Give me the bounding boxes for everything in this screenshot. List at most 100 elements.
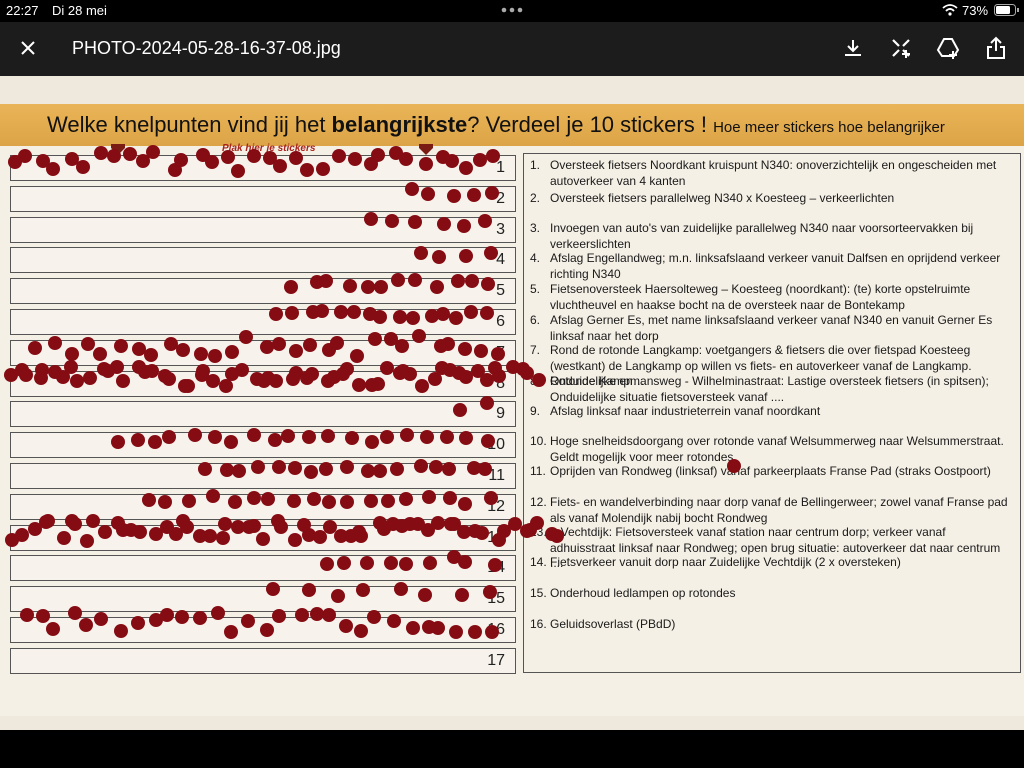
sticker	[414, 458, 429, 473]
item-number: 10.	[530, 434, 547, 448]
sticker	[435, 306, 450, 321]
sticker	[436, 217, 451, 232]
sticker	[381, 493, 396, 508]
sticker	[332, 148, 347, 163]
sticker	[394, 339, 409, 354]
sticker	[227, 495, 242, 510]
sticker	[28, 340, 43, 355]
sticker	[530, 516, 545, 531]
sticker	[480, 277, 495, 292]
sticker	[302, 337, 317, 352]
drive-button[interactable]	[936, 36, 960, 60]
sticker	[408, 214, 423, 229]
sticker	[519, 365, 534, 380]
sticker	[459, 249, 474, 264]
sticker	[479, 306, 494, 321]
sticker	[363, 211, 378, 226]
file-name: PHOTO-2024-05-28-16-37-08.jpg	[72, 38, 341, 58]
sticker	[322, 519, 337, 534]
item-number: 1.	[530, 158, 541, 172]
sticker	[406, 311, 421, 326]
sticker	[131, 433, 146, 448]
sticker	[446, 550, 461, 565]
sticker	[67, 517, 82, 532]
sticker	[474, 525, 489, 540]
sticker	[148, 613, 163, 628]
multitask-dots[interactable]	[501, 7, 523, 13]
list-item: 5. Fietsenoversteek Haersolteweg – Koeste…	[530, 282, 1012, 313]
sticker	[289, 344, 304, 359]
sticker	[288, 461, 303, 476]
sticker	[399, 428, 414, 443]
list-item: 16. Geluidsoverlast (PBdD)	[530, 617, 1012, 633]
sticker	[483, 246, 498, 261]
sticker	[420, 429, 435, 444]
sticker	[247, 148, 262, 163]
sticker	[241, 614, 256, 629]
sticker-row: 2	[10, 185, 516, 212]
share-button[interactable]	[986, 36, 1006, 60]
sticker	[321, 608, 336, 623]
sticker	[399, 557, 414, 572]
list-item: 8.Rotonde Kampmansweg - Wilhelminastraat…	[530, 374, 1012, 405]
wifi-icon	[942, 4, 958, 16]
sticker	[386, 614, 401, 629]
sticker	[383, 556, 398, 571]
sticker-row: 9	[10, 401, 516, 428]
sticker	[280, 429, 295, 444]
sticker	[267, 432, 282, 447]
row-number: 2	[496, 189, 505, 207]
sticker	[478, 214, 493, 229]
close-button[interactable]	[20, 40, 36, 56]
download-button[interactable]	[843, 38, 863, 58]
sticker	[458, 341, 473, 356]
sticker	[423, 556, 438, 571]
sticker	[215, 531, 230, 546]
sticker	[224, 345, 239, 360]
item-number: 15.	[530, 586, 547, 600]
sticker	[391, 273, 406, 288]
date: Di 28 mei	[52, 3, 107, 18]
item-number: 12.	[530, 495, 547, 509]
sticker	[304, 367, 319, 382]
item-number: 14.	[530, 555, 547, 569]
sticker	[238, 330, 253, 345]
sticker	[301, 429, 316, 444]
sticker	[373, 279, 388, 294]
sticker-row: 15	[10, 586, 516, 613]
sticker	[320, 557, 335, 572]
sticker	[417, 587, 432, 602]
sticker	[448, 311, 463, 326]
sticker	[36, 609, 51, 624]
sticker	[363, 493, 378, 508]
row-number: 9	[496, 405, 505, 423]
sticker	[205, 374, 220, 389]
sticker	[288, 533, 303, 548]
list-item: 1. Oversteek fietsers Noordkant kruispunt…	[530, 158, 1012, 189]
row-number: 1	[496, 159, 505, 176]
list-item: 14. Fietsverkeer vanuit dorp naar Zuideli…	[530, 555, 1012, 571]
sticker	[80, 337, 95, 352]
toolbar: PHOTO-2024-05-28-16-37-08.jpg	[0, 22, 1024, 76]
sticker	[284, 279, 299, 294]
sticker	[41, 513, 56, 528]
sticker	[46, 161, 61, 176]
sticker	[321, 495, 336, 510]
sticker	[306, 492, 321, 507]
edit-button[interactable]	[889, 36, 913, 60]
sticker	[204, 155, 219, 169]
sticker	[86, 514, 101, 529]
sticker	[339, 459, 354, 474]
sticker	[76, 159, 91, 174]
sticker	[19, 607, 34, 622]
sticker	[179, 520, 194, 535]
sticker	[268, 306, 283, 321]
item-number: 11.	[530, 464, 546, 478]
list-item: 15. Onderhoud ledlampen op rotondes	[530, 586, 1012, 602]
sticker	[442, 461, 457, 476]
list-item: 6. Afslag Gerner Es, met name linksafslaa…	[530, 313, 1012, 344]
sticker	[407, 273, 422, 288]
sticker	[221, 149, 236, 164]
sticker	[482, 585, 497, 600]
